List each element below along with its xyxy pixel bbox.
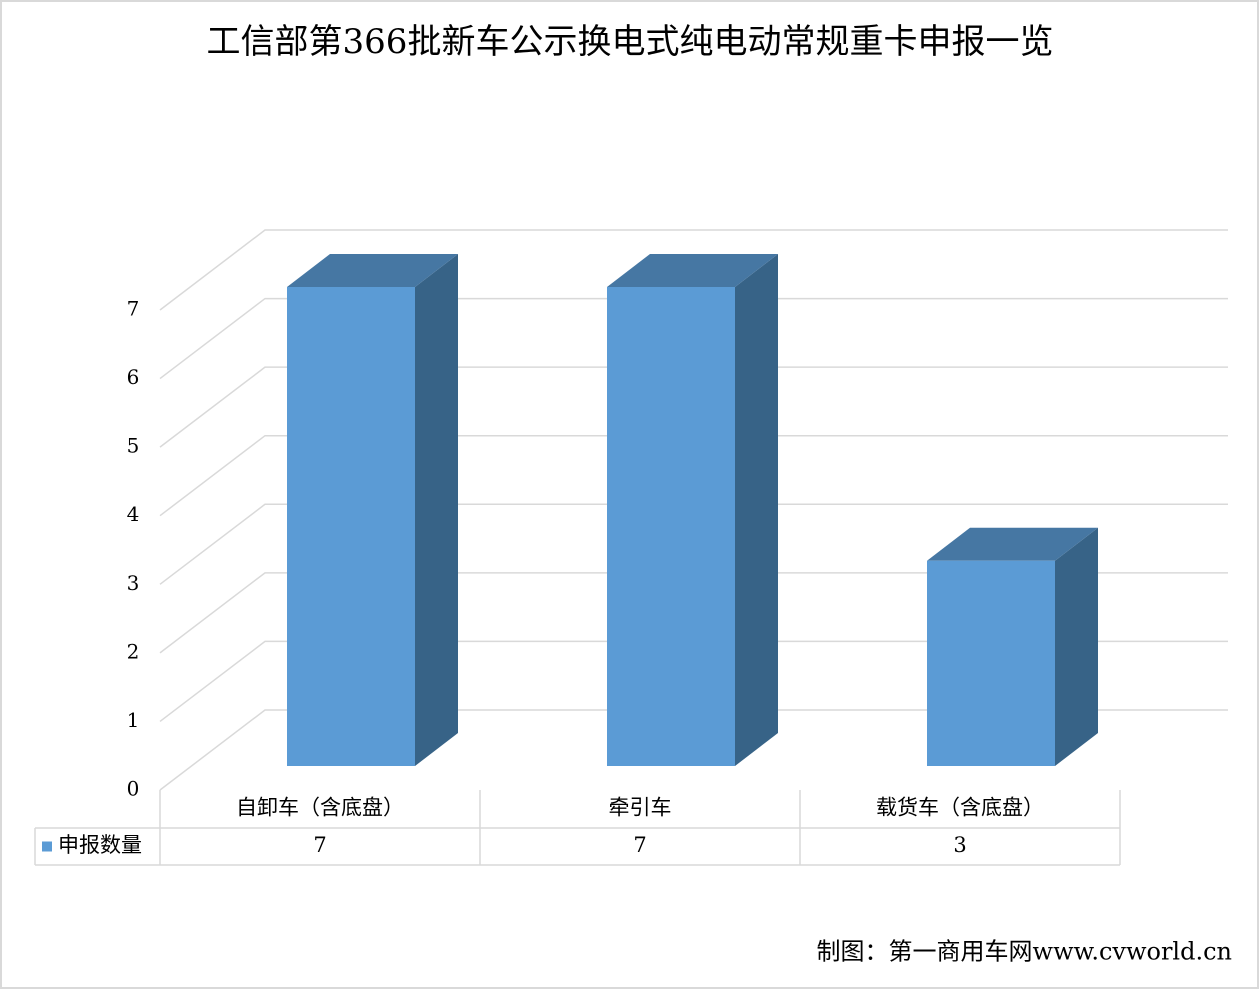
grid-line — [159, 572, 1228, 654]
bar — [607, 254, 778, 766]
grid-line — [159, 709, 1228, 791]
grid-line — [159, 434, 1228, 517]
y-tick-label: 6 — [127, 365, 140, 389]
bar-top — [287, 254, 458, 287]
grid-line — [159, 297, 1228, 380]
grid-line — [159, 229, 1228, 311]
bar-front — [927, 560, 1055, 766]
grid-line — [159, 503, 1228, 585]
bar-side — [735, 254, 778, 766]
bar-top — [927, 527, 1098, 561]
bar-front — [287, 287, 415, 766]
bar — [927, 527, 1098, 766]
table-value: 7 — [633, 833, 646, 857]
bar-top — [607, 254, 778, 287]
y-tick-label: 7 — [127, 297, 140, 321]
source-note: 制图：第一商用车网www.cvworld.cn — [817, 938, 1232, 966]
x-tick-label: 自卸车（含底盘） — [236, 796, 404, 820]
chart-title: 工信部第366批新车公示换电式纯电动常规重卡申报一览 — [207, 22, 1054, 62]
bar-side — [415, 254, 458, 766]
y-tick-label: 4 — [127, 502, 140, 526]
grid-line — [159, 366, 1228, 448]
table-grid — [34, 790, 1121, 866]
x-tick-label: 牵引车 — [609, 796, 672, 820]
y-tick-label: 2 — [127, 639, 140, 663]
grid-line — [159, 640, 1228, 723]
bar-side — [1055, 527, 1098, 766]
y-tick-label: 3 — [127, 571, 140, 595]
bar-front — [607, 287, 735, 766]
x-tick-label: 载货车（含底盘） — [876, 796, 1044, 820]
y-tick-label: 5 — [127, 434, 140, 458]
legend-swatch — [42, 841, 52, 852]
table-value: 3 — [953, 833, 966, 857]
y-tick-label: 1 — [127, 708, 140, 732]
legend-label: 申报数量 — [58, 833, 142, 857]
table-value: 7 — [313, 833, 326, 857]
bar — [287, 254, 458, 766]
y-tick-label: 0 — [127, 777, 140, 801]
